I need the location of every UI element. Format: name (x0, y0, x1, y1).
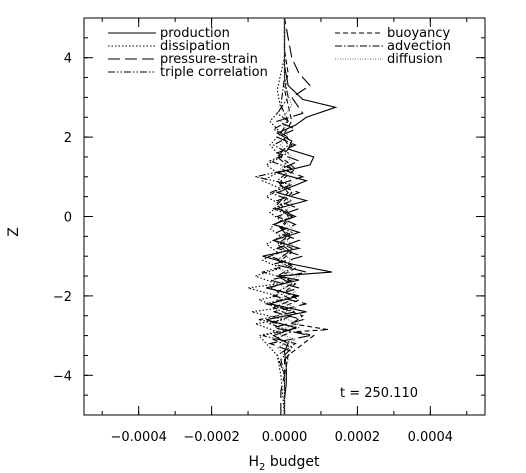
y-tick-label: 2 (64, 131, 72, 146)
legend-label-production: production (160, 26, 230, 41)
y-tick-label: 4 (64, 52, 72, 67)
series-diffusion-line (271, 18, 301, 415)
x-tick-label: 0.0000 (262, 430, 308, 445)
series-layer (247, 17, 338, 416)
x-tick-label: 0.0004 (408, 430, 454, 445)
y-tick-label: −2 (53, 290, 72, 305)
legend-label-advection: advection (387, 39, 451, 54)
y-tick-label: −4 (53, 369, 72, 384)
legend-label-diffusion: diffusion (387, 52, 443, 67)
x-axis-label-main: H (249, 454, 260, 470)
x-axis-label: H2 budget (249, 454, 321, 473)
legend-label-triple-correlation: triple correlation (160, 65, 268, 80)
legend-label-buoyancy: buoyancy (387, 26, 450, 41)
series-pressure-strain-line (267, 17, 311, 415)
legend-label-dissipation: dissipation (160, 39, 230, 54)
x-tick-label: 0.0002 (335, 430, 381, 445)
x-tick-label: −0.0004 (110, 430, 166, 445)
series-buoyancy-line (279, 18, 329, 415)
axis-ticks: −4 −2 0 2 4 −0.0004 −0.0002 0.0000 0.0002 0.0004 (53, 17, 485, 445)
series-production-line (262, 18, 338, 415)
legend: productiondissipationpressure-straintrip… (108, 26, 451, 80)
y-axis-label: Z (6, 227, 22, 237)
time-annotation: t = 250.110 (340, 386, 418, 401)
x-axis-label-subscript: 2 (259, 462, 265, 473)
legend-label-pressure-strain: pressure-strain (160, 52, 258, 67)
y-tick-label: 0 (64, 211, 72, 226)
x-tick-label: −0.0002 (183, 430, 239, 445)
x-axis-label-suffix: budget (265, 454, 320, 470)
series-dissipation-line (247, 18, 286, 416)
